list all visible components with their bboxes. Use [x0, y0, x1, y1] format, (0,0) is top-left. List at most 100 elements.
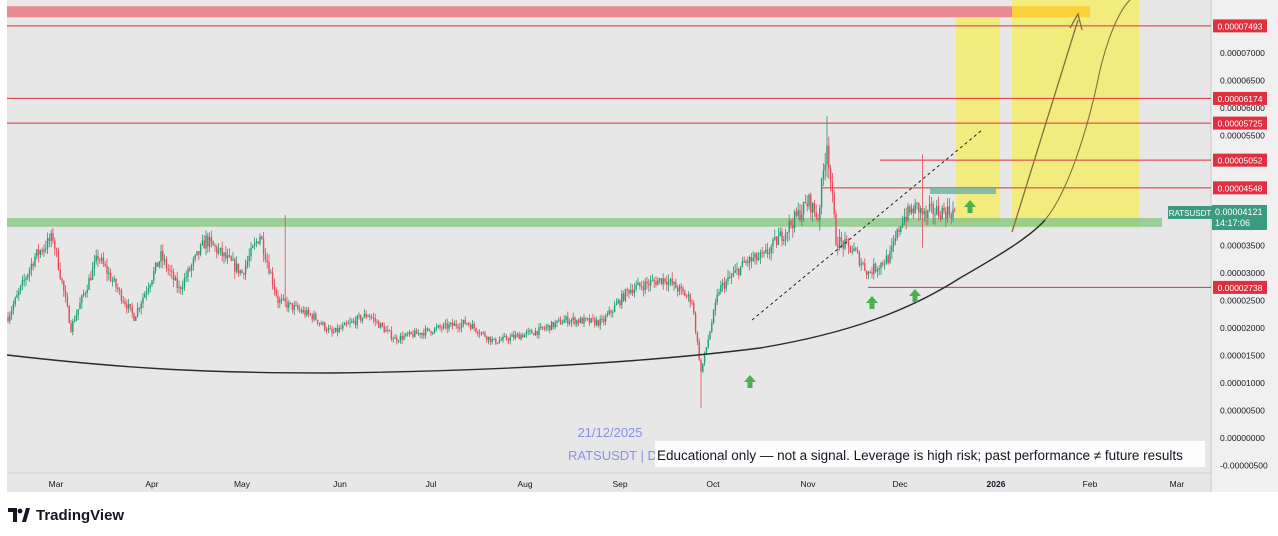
candle-body [748, 257, 751, 264]
candle-body [660, 278, 663, 285]
candle-body [210, 237, 213, 242]
candle-body [826, 145, 828, 165]
candle-body [104, 264, 106, 266]
last-price-tag [1212, 205, 1267, 230]
price-tick-label: 0.00005500 [1220, 131, 1265, 141]
candle-body [916, 202, 918, 204]
candle-body [172, 271, 175, 281]
candle-body [9, 315, 11, 322]
candle-body [180, 287, 182, 290]
candle-body [829, 168, 832, 183]
candle-body [264, 254, 267, 261]
candle-body [664, 278, 666, 282]
candle-body [324, 322, 326, 330]
candle-body [813, 202, 816, 213]
candle-body [306, 309, 308, 316]
candle-body [534, 331, 537, 336]
time-tick-label: Feb [1083, 479, 1098, 489]
zones-layer [7, 0, 1162, 228]
candle-body [16, 294, 18, 298]
candle-body [426, 328, 429, 330]
candle-body [14, 297, 16, 305]
candle-body [615, 303, 618, 306]
candle-body [577, 320, 580, 323]
candle-body [372, 317, 375, 319]
candle-body [415, 330, 418, 334]
candle-body [358, 315, 360, 317]
candle-body [693, 302, 695, 314]
candle-body [752, 258, 754, 261]
candle-body [320, 322, 322, 325]
candle-body [891, 246, 893, 252]
candle-body [471, 323, 474, 329]
candle-body [7, 317, 9, 322]
candle-body [642, 287, 645, 291]
candle-body [775, 237, 778, 245]
candle-body [946, 206, 949, 219]
candle-body [124, 301, 126, 305]
candle-body [928, 203, 931, 211]
candle-body [783, 239, 785, 242]
resistance-zone [7, 6, 1012, 18]
candle-body [651, 280, 654, 282]
candle-body [876, 269, 879, 272]
tradingview-logo[interactable]: TradingView [8, 503, 124, 527]
candle-body [163, 259, 166, 261]
candle-body [374, 318, 376, 322]
candle-body [77, 309, 79, 315]
candle-body [255, 241, 258, 244]
candle-body [388, 329, 391, 331]
candle-body [585, 317, 587, 319]
candle-body [804, 201, 807, 204]
candle-body [345, 323, 348, 325]
candle-body [147, 288, 150, 292]
candle-body [79, 302, 81, 310]
candle-body [527, 330, 529, 332]
candle-body [183, 278, 186, 288]
candle-body [241, 270, 243, 274]
candle-body [243, 273, 245, 275]
candle-body [419, 332, 421, 335]
candle-body [181, 287, 184, 290]
price-axis-background [1211, 0, 1278, 492]
candle-body [379, 323, 382, 328]
price-chart[interactable]: 0.00007493 0.00006174 0.00005725 0.00005052… [0, 0, 1278, 500]
candle-body [666, 281, 668, 285]
candle-body [930, 203, 933, 205]
candle-body [777, 236, 780, 245]
candle-body [882, 262, 884, 265]
watermark-symbol: RATSUSDT | D [568, 448, 657, 463]
time-tick-label: Jul [426, 479, 437, 489]
candle-body [923, 210, 925, 215]
candle-body [608, 310, 610, 315]
candle-body [774, 237, 776, 240]
candle-body [340, 327, 342, 329]
candle-body [498, 340, 501, 343]
candle-body [378, 321, 380, 328]
candle-body [921, 208, 924, 215]
candle-body [322, 322, 324, 325]
candle-body [156, 262, 159, 267]
candle-body [568, 322, 571, 324]
candle-body [702, 363, 704, 372]
candle-body [739, 266, 742, 276]
candle-body [82, 293, 85, 296]
candle-body [462, 319, 465, 324]
candle-body [284, 298, 286, 302]
candle-body [901, 222, 904, 227]
candle-body [833, 192, 835, 215]
level-tag-label: 0.00007493 [1218, 21, 1263, 31]
candle-body [505, 336, 508, 340]
candle-body [732, 272, 735, 276]
countdown-label: 14:17:06 [1215, 218, 1250, 228]
candle-body [747, 261, 749, 264]
candle-body [603, 319, 605, 322]
candle-body [194, 255, 196, 260]
candle-body [610, 310, 612, 313]
candle-body [504, 336, 506, 338]
candle-body [403, 335, 405, 340]
candle-body [514, 334, 517, 339]
candle-body [307, 309, 310, 314]
candle-body [842, 241, 844, 249]
buy-arrow-icon [964, 200, 976, 213]
